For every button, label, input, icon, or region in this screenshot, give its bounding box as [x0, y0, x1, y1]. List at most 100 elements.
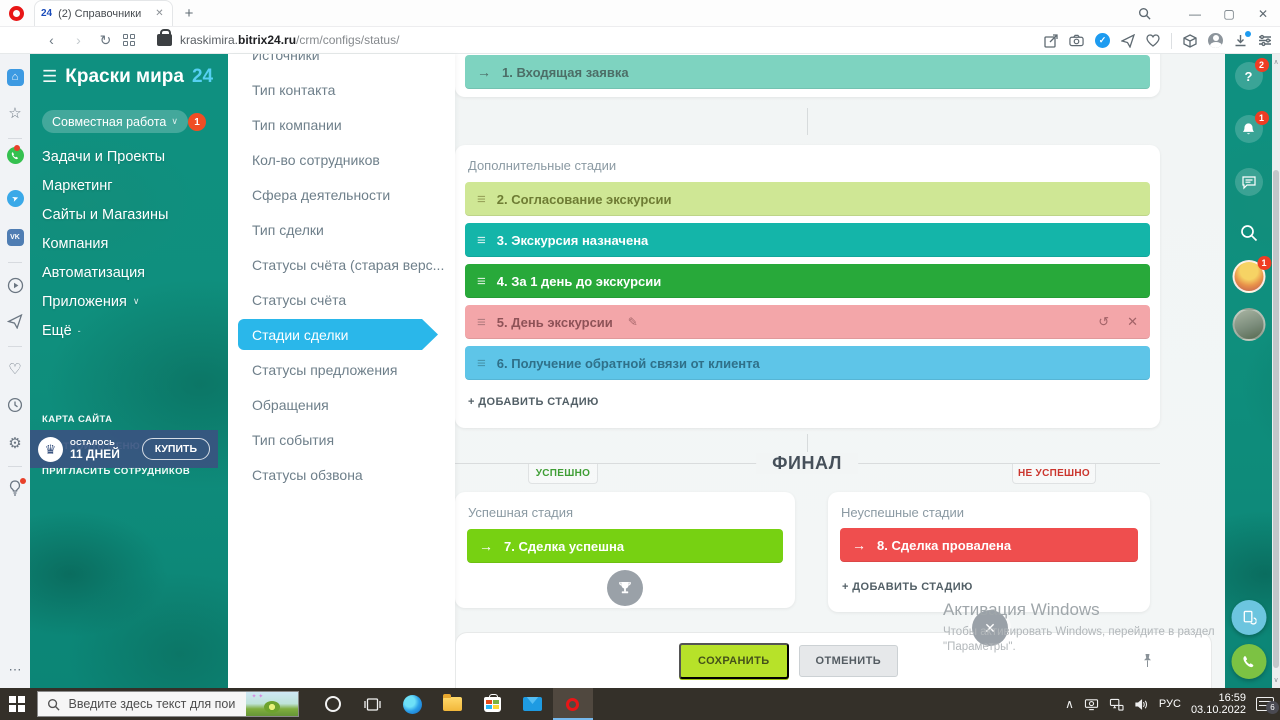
bookmarks-star-icon[interactable]: ☆ — [8, 105, 22, 122]
stage-bar-3[interactable]: ≡ 3. Экскурсия назначена — [465, 223, 1150, 257]
profile-avatar-icon[interactable] — [1208, 33, 1223, 48]
url-text[interactable]: kraskimira.bitrix24.ru/crm/configs/statu… — [180, 33, 400, 47]
user-avatar[interactable]: 1 — [1232, 256, 1271, 293]
tray-expand-icon[interactable]: ∧ — [1065, 697, 1074, 711]
menu-item-inquiries[interactable]: Обращения — [252, 396, 329, 413]
stage-bar-2[interactable]: ≡ 2. Согласование экскурсии — [465, 182, 1150, 216]
opera-taskbar-icon[interactable] — [552, 688, 593, 720]
chat-button[interactable] — [1234, 168, 1263, 196]
extensions-cube-icon[interactable] — [1183, 33, 1197, 48]
settings-gear-icon[interactable]: ⚙ — [8, 435, 22, 452]
speed-dial-home-icon[interactable]: ⌂ — [0, 69, 30, 86]
buy-button[interactable]: КУПИТЬ — [141, 438, 210, 460]
scrollbar-thumb[interactable] — [1273, 170, 1279, 668]
mail-icon[interactable] — [513, 688, 553, 720]
sidebar-item-apps[interactable]: Приложения ∨ — [42, 293, 140, 310]
scroll-up-icon[interactable]: ∧ — [1273, 59, 1279, 66]
stage-bar-6[interactable]: ≡ 6. Получение обратной связи от клиента — [465, 346, 1150, 380]
stage-bar-4[interactable]: ≡ 4. За 1 день до экскурсии — [465, 264, 1150, 298]
drag-handle-icon[interactable]: ≡ — [477, 190, 486, 208]
help-button[interactable]: ? 2 — [1234, 58, 1269, 90]
reload-button[interactable]: ↻ — [99, 31, 112, 48]
snapshot-camera-icon[interactable] — [1069, 34, 1084, 47]
share-icon[interactable] — [1121, 33, 1135, 48]
vk-icon[interactable]: VK — [0, 229, 30, 246]
menu-item-deal-type[interactable]: Тип сделки — [252, 221, 324, 238]
scroll-down-icon[interactable]: ∨ — [1273, 677, 1279, 684]
lock-icon[interactable] — [157, 29, 172, 46]
settings-sliders-icon[interactable] — [1258, 34, 1272, 47]
bookmark-heart-icon[interactable] — [1146, 34, 1160, 47]
microsoft-store-icon[interactable] — [473, 688, 513, 720]
drag-handle-icon[interactable]: ≡ — [477, 313, 486, 331]
menu-item-sources[interactable]: Источники — [252, 54, 320, 63]
restore-button[interactable]: ▢ — [1223, 6, 1235, 21]
sidebar-item-sites[interactable]: Сайты и Магазины — [42, 206, 169, 223]
fail-tab[interactable]: НЕ УСПЕШНО — [1012, 464, 1096, 484]
menu-item-invoice-status-old[interactable]: Статусы счёта (старая верс... — [252, 256, 445, 273]
cancel-button[interactable]: ОТМЕНИТЬ — [798, 644, 898, 677]
minimize-button[interactable]: — — [1189, 6, 1201, 21]
reset-color-icon[interactable]: ↺ — [1098, 314, 1110, 329]
call-phone-button[interactable] — [1231, 644, 1266, 679]
favorites-heart-icon[interactable]: ♡ — [8, 361, 22, 378]
downloads-icon[interactable] — [1234, 31, 1251, 47]
sitemap-link[interactable]: КАРТА САЙТА — [42, 414, 113, 425]
delete-stage-icon[interactable]: ✕ — [1127, 314, 1138, 329]
task-view-button[interactable] — [353, 688, 393, 720]
stage-bar-5[interactable]: ≡ 5. День экскурсии ✎ ↺ ✕ — [464, 304, 1151, 340]
drag-handle-icon[interactable]: ≡ — [477, 231, 486, 249]
taskbar-search-input[interactable] — [66, 696, 237, 712]
tab-close-icon[interactable]: ✕ — [155, 8, 164, 19]
browser-tab[interactable]: 24 (2) Справочники ✕ — [34, 0, 173, 26]
start-button[interactable] — [9, 696, 25, 712]
menu-item-event-type[interactable]: Тип события — [252, 431, 335, 448]
add-stage-button[interactable]: + ДОБАВИТЬ СТАДИЮ — [468, 396, 599, 408]
speed-dial-icon[interactable] — [123, 34, 135, 46]
sidebar-item-more[interactable]: Ещё - — [42, 322, 81, 339]
page-scrollbar[interactable]: ∧ ∨ — [1272, 54, 1280, 688]
search-button[interactable] — [1240, 224, 1258, 242]
action-center-icon[interactable]: 6 — [1256, 697, 1279, 714]
history-clock-icon[interactable] — [0, 397, 30, 413]
success-tab[interactable]: УСПЕШНО — [528, 464, 598, 484]
opera-logo-icon[interactable] — [9, 5, 24, 21]
pin-icon[interactable] — [1142, 653, 1153, 668]
vpn-badge-icon[interactable]: ✓ — [1095, 33, 1110, 48]
add-stage-button[interactable]: + ДОБАВИТЬ СТАДИЮ — [842, 581, 973, 593]
forward-button[interactable]: › — [76, 32, 81, 48]
close-window-button[interactable]: ✕ — [1257, 6, 1269, 21]
whatsapp-icon[interactable] — [0, 145, 30, 164]
my-flow-icon[interactable] — [0, 314, 30, 329]
more-options-icon[interactable]: ⋯ — [8, 662, 22, 677]
notifications-bell-button[interactable]: 1 — [1234, 111, 1269, 143]
stage-bar-8[interactable]: → 8. Сделка провалена — [840, 528, 1138, 562]
menu-item-invoice-status[interactable]: Статусы счёта — [252, 291, 347, 308]
sidebar-item-tasks[interactable]: Задачи и Проекты — [42, 148, 166, 165]
cortana-button[interactable] — [313, 688, 353, 720]
workspace-selector[interactable]: Совместная работа ∨ — [42, 110, 188, 133]
menu-item-quote-status[interactable]: Статусы предложения — [252, 361, 398, 378]
sidebar-item-automation[interactable]: Автоматизация — [42, 264, 146, 281]
new-tab-button[interactable]: + — [184, 4, 194, 22]
network-icon[interactable] — [1109, 698, 1124, 711]
language-indicator[interactable]: РУС — [1158, 698, 1181, 710]
file-explorer-icon[interactable] — [433, 688, 473, 720]
edit-page-icon[interactable] — [1044, 33, 1058, 48]
search-tabs-icon[interactable] — [1138, 7, 1172, 20]
menu-item-company-type[interactable]: Тип компании — [252, 116, 342, 133]
clock[interactable]: 16:59 03.10.2022 — [1190, 692, 1246, 716]
feedback-doc-button[interactable] — [1231, 600, 1266, 635]
save-button[interactable]: СОХРАНИТЬ — [679, 642, 789, 679]
drag-handle-icon[interactable]: ≡ — [477, 354, 486, 372]
back-button[interactable]: ‹ — [49, 32, 54, 48]
menu-hamburger-icon[interactable]: ☰ — [42, 67, 58, 86]
player-icon[interactable] — [0, 277, 30, 294]
menu-item-contact-type[interactable]: Тип контакта — [252, 81, 336, 98]
menu-item-call-status[interactable]: Статусы обзвона — [252, 466, 363, 483]
drag-handle-icon[interactable]: ≡ — [477, 272, 486, 290]
weather-widget[interactable] — [245, 692, 298, 716]
invite-employees-link[interactable]: ПРИГЛАСИТЬ СОТРУДНИКОВ — [42, 466, 191, 477]
edge-icon[interactable] — [393, 688, 433, 720]
second-avatar[interactable] — [1232, 308, 1265, 341]
